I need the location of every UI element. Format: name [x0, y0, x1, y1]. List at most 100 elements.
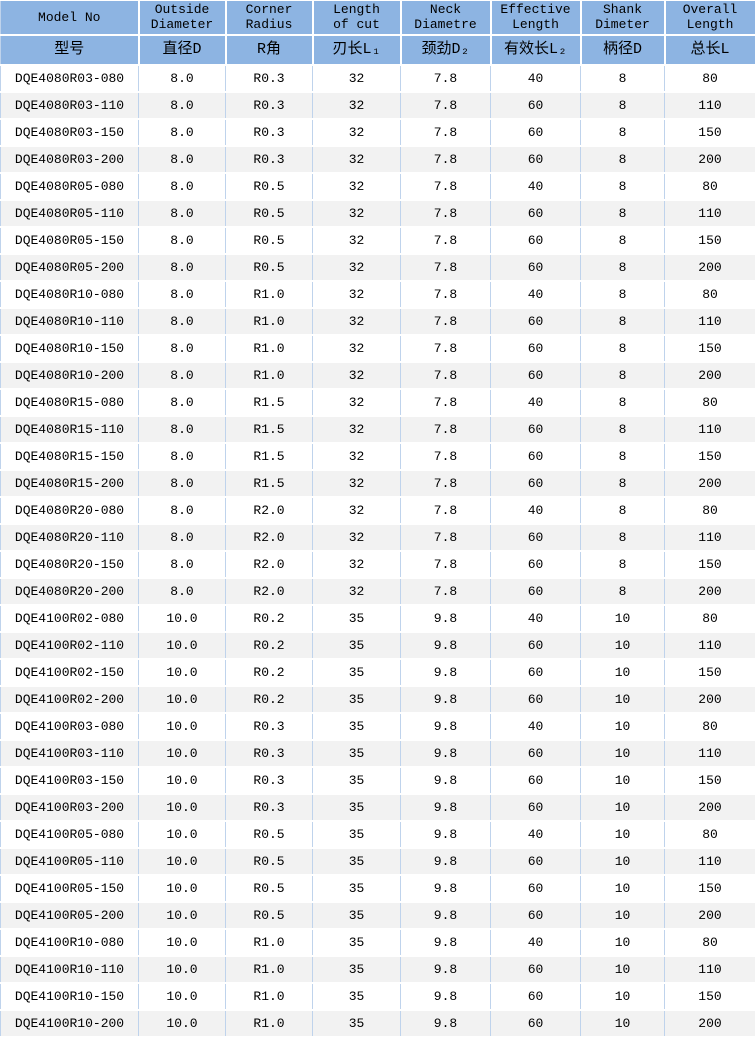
cell-model_no: DQE4080R03-150 [1, 119, 139, 146]
header-label: Effective [492, 2, 580, 17]
cell-length_of_cut: 35 [313, 740, 401, 767]
header-cn-effective-length: 有效长L₂ [491, 35, 581, 65]
cell-effective_length: 40 [491, 389, 581, 416]
cell-outside_diameter: 8.0 [139, 470, 226, 497]
cell-corner_radius: R0.5 [226, 200, 313, 227]
header-label: Length [666, 17, 755, 32]
cell-neck_diametre: 7.8 [401, 551, 491, 578]
cell-model_no: DQE4100R05-200 [1, 902, 139, 929]
header-label: Overall [666, 2, 755, 17]
cell-neck_diametre: 7.8 [401, 308, 491, 335]
cell-outside_diameter: 10.0 [139, 767, 226, 794]
cell-corner_radius: R1.0 [226, 956, 313, 983]
cell-model_no: DQE4100R05-080 [1, 821, 139, 848]
cell-corner_radius: R0.3 [226, 146, 313, 173]
cell-length_of_cut: 35 [313, 983, 401, 1010]
cell-outside_diameter: 10.0 [139, 902, 226, 929]
cell-model_no: DQE4080R05-200 [1, 254, 139, 281]
cell-model_no: DQE4080R05-080 [1, 173, 139, 200]
header-cn-outside-diameter: 直径D [139, 35, 226, 65]
cell-corner_radius: R0.5 [226, 173, 313, 200]
cell-effective_length: 40 [491, 929, 581, 956]
header-label: Model No [1, 10, 138, 25]
cell-effective_length: 60 [491, 308, 581, 335]
cell-outside_diameter: 8.0 [139, 335, 226, 362]
cell-neck_diametre: 7.8 [401, 119, 491, 146]
cell-corner_radius: R0.2 [226, 686, 313, 713]
header-model-no: Model No [1, 1, 139, 35]
cell-overall_length: 200 [665, 686, 755, 713]
cell-overall_length: 200 [665, 578, 755, 605]
header-cn-model-no: 型号 [1, 35, 139, 65]
cell-shank_dimeter: 10 [581, 605, 665, 632]
cell-corner_radius: R1.0 [226, 929, 313, 956]
cell-neck_diametre: 9.8 [401, 632, 491, 659]
cell-model_no: DQE4080R03-080 [1, 65, 139, 92]
cell-shank_dimeter: 8 [581, 362, 665, 389]
cell-model_no: DQE4080R10-200 [1, 362, 139, 389]
cell-length_of_cut: 35 [313, 821, 401, 848]
cell-neck_diametre: 9.8 [401, 983, 491, 1010]
cell-length_of_cut: 35 [313, 902, 401, 929]
cell-model_no: DQE4080R03-110 [1, 92, 139, 119]
cell-neck_diametre: 7.8 [401, 578, 491, 605]
header-row-english: Model No Outside Diameter Corner Radius … [1, 1, 755, 35]
cell-effective_length: 60 [491, 200, 581, 227]
cell-shank_dimeter: 8 [581, 551, 665, 578]
cell-overall_length: 110 [665, 92, 755, 119]
cell-length_of_cut: 32 [313, 470, 401, 497]
cell-corner_radius: R0.3 [226, 65, 313, 92]
cell-neck_diametre: 9.8 [401, 740, 491, 767]
cell-corner_radius: R1.5 [226, 470, 313, 497]
cell-model_no: DQE4080R20-150 [1, 551, 139, 578]
cell-corner_radius: R1.0 [226, 281, 313, 308]
cell-corner_radius: R1.0 [226, 362, 313, 389]
cell-length_of_cut: 32 [313, 308, 401, 335]
cell-length_of_cut: 32 [313, 578, 401, 605]
cell-neck_diametre: 9.8 [401, 659, 491, 686]
cell-corner_radius: R0.2 [226, 632, 313, 659]
cell-neck_diametre: 9.8 [401, 686, 491, 713]
cell-length_of_cut: 32 [313, 524, 401, 551]
cell-shank_dimeter: 10 [581, 956, 665, 983]
cell-corner_radius: R2.0 [226, 497, 313, 524]
cell-neck_diametre: 7.8 [401, 254, 491, 281]
cell-outside_diameter: 8.0 [139, 200, 226, 227]
cell-model_no: DQE4100R03-200 [1, 794, 139, 821]
cell-overall_length: 200 [665, 146, 755, 173]
cell-overall_length: 80 [665, 389, 755, 416]
cell-length_of_cut: 35 [313, 632, 401, 659]
cell-model_no: DQE4100R02-080 [1, 605, 139, 632]
cell-overall_length: 150 [665, 659, 755, 686]
cell-model_no: DQE4100R05-150 [1, 875, 139, 902]
cell-overall_length: 200 [665, 794, 755, 821]
cell-corner_radius: R1.0 [226, 1010, 313, 1037]
cell-overall_length: 110 [665, 416, 755, 443]
cell-overall_length: 200 [665, 254, 755, 281]
cell-neck_diametre: 9.8 [401, 821, 491, 848]
cell-shank_dimeter: 8 [581, 389, 665, 416]
cell-corner_radius: R1.0 [226, 308, 313, 335]
cell-effective_length: 60 [491, 740, 581, 767]
cell-neck_diametre: 9.8 [401, 875, 491, 902]
cell-neck_diametre: 7.8 [401, 146, 491, 173]
cell-overall_length: 80 [665, 605, 755, 632]
cell-outside_diameter: 10.0 [139, 713, 226, 740]
cell-shank_dimeter: 8 [581, 146, 665, 173]
header-label: Corner [227, 2, 312, 17]
cell-length_of_cut: 35 [313, 767, 401, 794]
cell-model_no: DQE4080R20-200 [1, 578, 139, 605]
cell-overall_length: 110 [665, 740, 755, 767]
cell-neck_diametre: 7.8 [401, 200, 491, 227]
cell-neck_diametre: 9.8 [401, 902, 491, 929]
header-effective-length: Effective Length [491, 1, 581, 35]
